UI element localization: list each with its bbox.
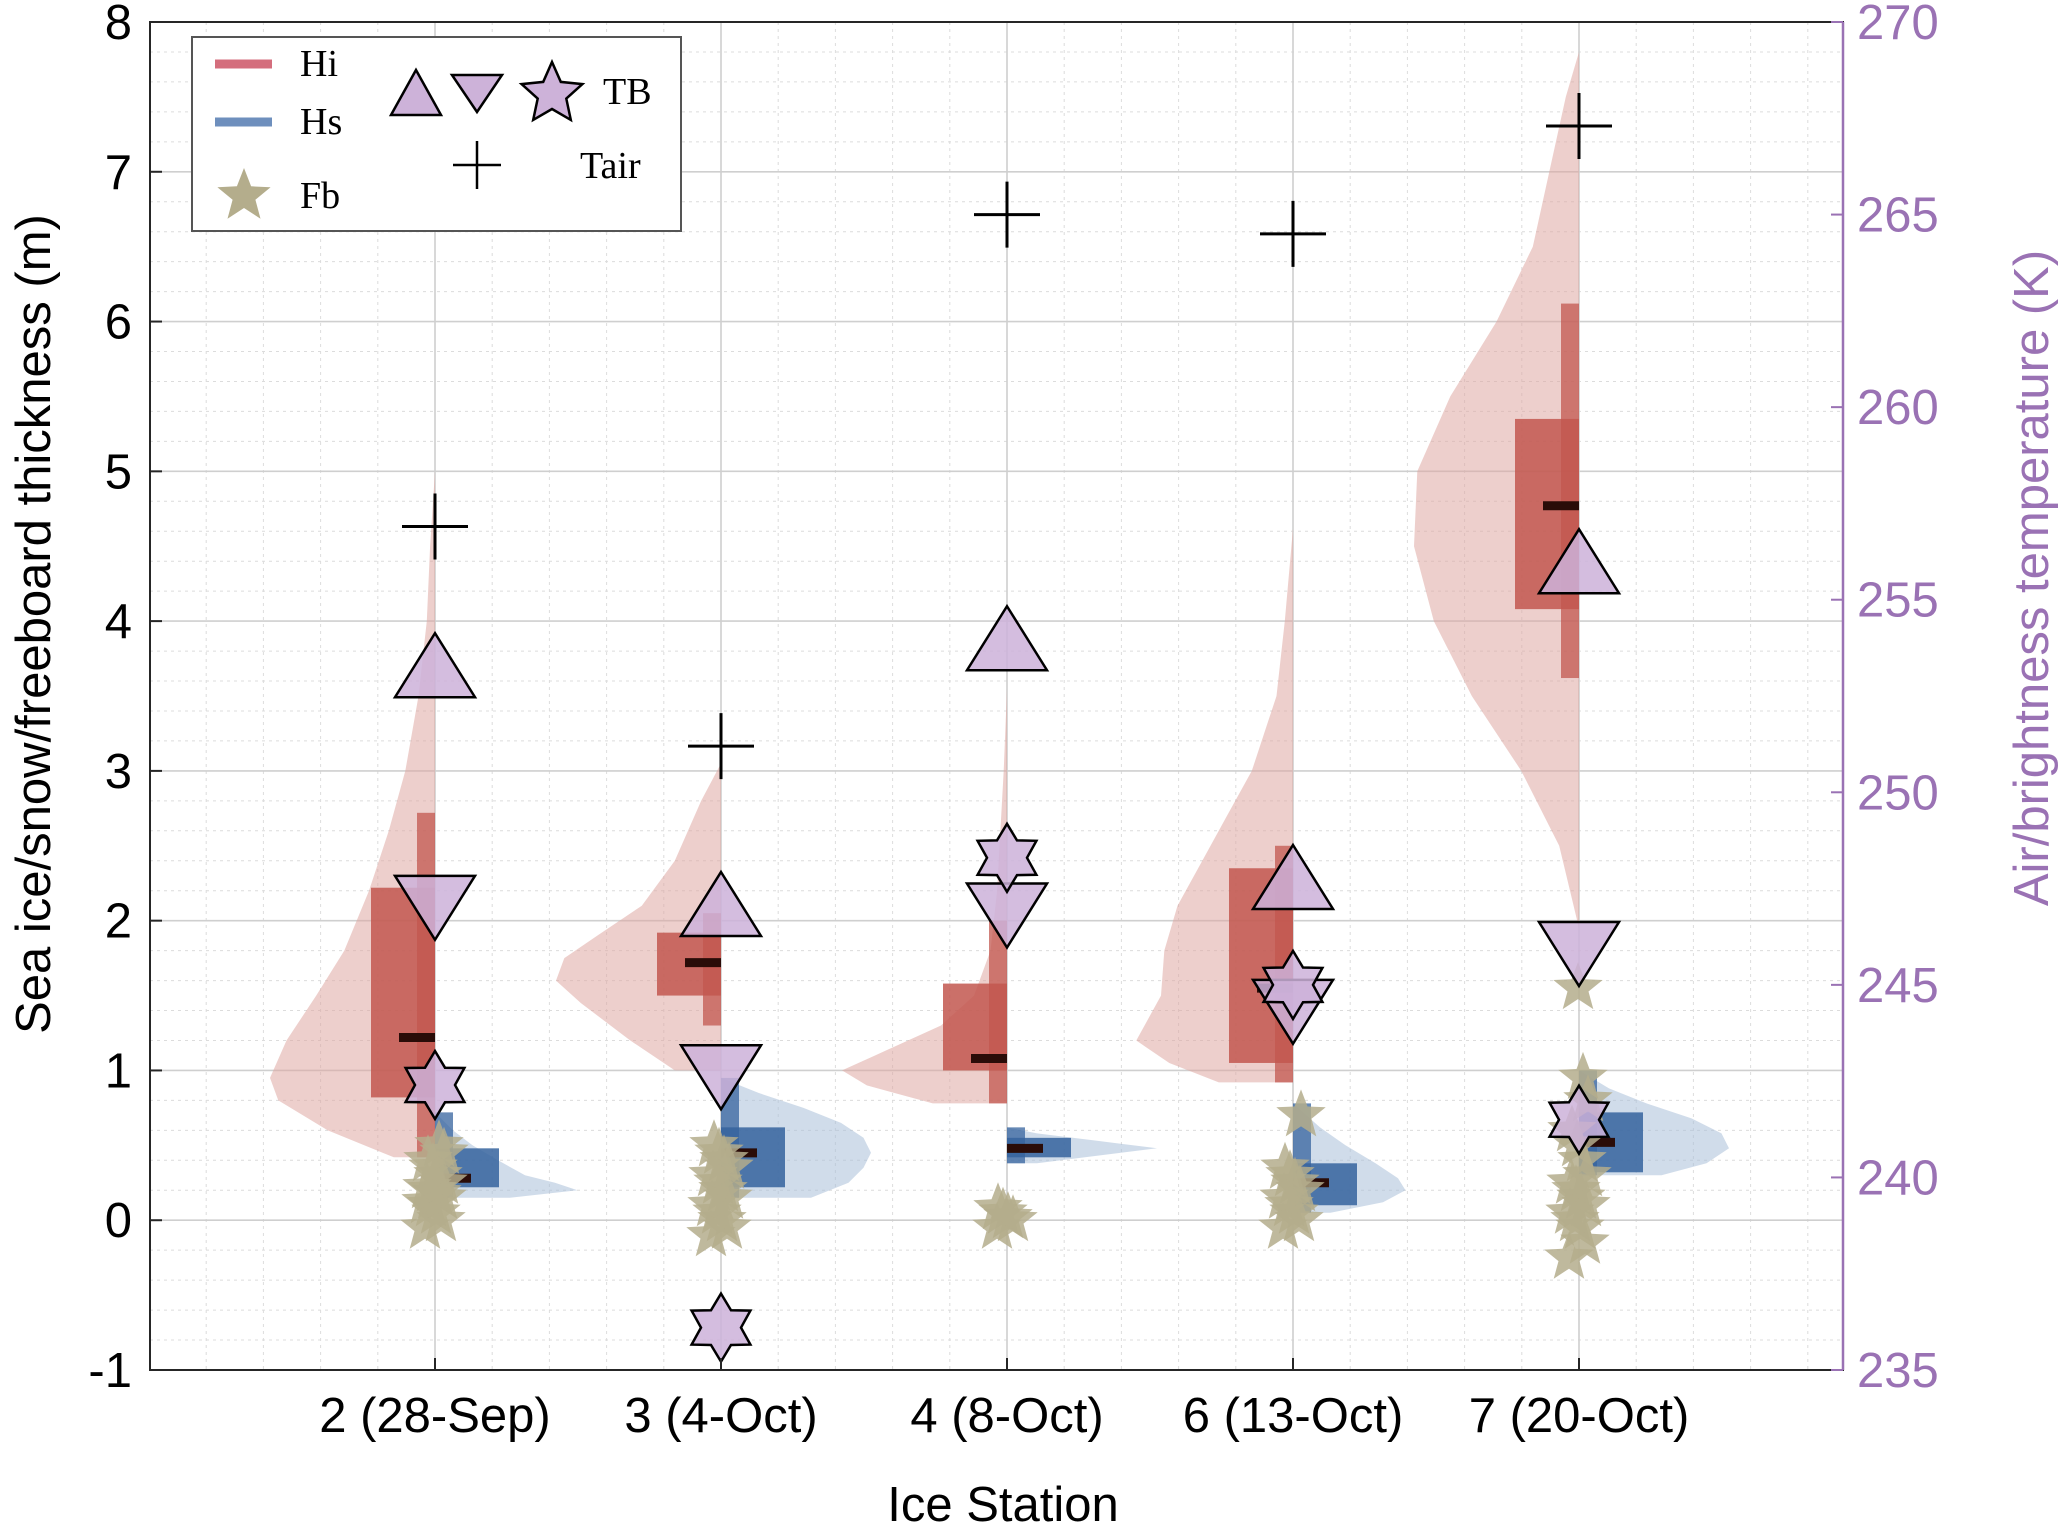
left-tick-label: 7	[105, 146, 132, 200]
right-tick-label: 240	[1857, 1151, 1939, 1205]
right-tick-label: 235	[1857, 1344, 1939, 1398]
x-tick-label: 6 (13-Oct)	[1183, 1389, 1404, 1443]
tb-down-triangle	[392, 874, 478, 943]
tb-star	[1261, 948, 1325, 1022]
legend-tair-label: Tair	[580, 145, 641, 187]
left-tick-label: 0	[105, 1194, 132, 1248]
left-tick-label: 4	[105, 595, 132, 649]
left-tick-label: 2	[105, 895, 132, 949]
y-axis-label-right: Air/brightness temperature (K)	[2005, 250, 2059, 906]
x-tick-label: 7 (20-Oct)	[1469, 1389, 1690, 1443]
fb-star	[689, 1119, 739, 1167]
fb-star	[1276, 1089, 1326, 1137]
tb-up-triangle-icon	[388, 67, 444, 117]
legend-tair-plus-icon	[453, 141, 501, 189]
tb-up-triangle	[1250, 842, 1336, 911]
x-tick-label: 4 (8-Oct)	[910, 1389, 1103, 1443]
fb-star	[1558, 1051, 1608, 1099]
left-tick-label: 8	[105, 0, 132, 50]
tb-down-triangle	[1536, 920, 1622, 989]
left-tick-label: 5	[105, 445, 132, 499]
tb-star	[403, 1048, 467, 1122]
tb-up-triangle	[964, 603, 1050, 672]
legend-tb-label: TB	[603, 71, 652, 113]
right-tick-label: 265	[1857, 189, 1939, 243]
left-y-axis-ticks: -1 0 1 2 3 4 5 6 7 8	[88, 0, 162, 1398]
right-tick-label: 270	[1857, 0, 1939, 50]
tb-down-triangle-icon	[449, 73, 505, 115]
fb-star	[1544, 1231, 1594, 1279]
y-axis-label-left: Sea ice/snow/freeboard thickness (m)	[7, 214, 61, 1034]
x-tick-label: 3 (4-Oct)	[624, 1389, 817, 1443]
hi-violin	[1414, 51, 1579, 929]
right-tick-label: 255	[1857, 574, 1939, 628]
left-tick-label: 6	[105, 296, 132, 350]
legend-fb-label: Fb	[300, 175, 340, 217]
legend-hi-label: Hi	[300, 43, 338, 85]
tb-up-triangle	[1536, 526, 1622, 595]
tb-star	[975, 821, 1039, 895]
tb-star-icon	[518, 58, 586, 123]
legend: Hi Hs Fb TB Tair	[191, 36, 682, 232]
fb-star-icon	[217, 168, 271, 219]
right-tick-label: 245	[1857, 959, 1939, 1013]
right-y-axis-ticks: 235 240 245 250 255 260 265 270	[1831, 0, 1939, 1398]
right-tick-label: 250	[1857, 766, 1939, 820]
markers	[392, 92, 1622, 1365]
x-axis-label: Ice Station	[887, 1478, 1119, 1528]
fb-star	[1260, 1141, 1310, 1189]
left-tick-label: -1	[88, 1344, 132, 1398]
tb-up-triangle	[678, 869, 764, 938]
right-tick-label: 260	[1857, 381, 1939, 435]
legend-hs-label: Hs	[300, 101, 342, 143]
tb-star	[1547, 1083, 1611, 1157]
legend-box	[191, 36, 682, 232]
left-tick-label: 1	[105, 1044, 132, 1098]
legend-tb-icons	[388, 58, 586, 123]
fb-star	[414, 1119, 464, 1167]
tb-down-triangle	[678, 1044, 764, 1112]
fb-star	[1563, 1074, 1613, 1122]
tb-up-triangle	[392, 630, 478, 699]
fb-star	[973, 1182, 1023, 1230]
x-axis-ticks: 2 (28-Sep) 3 (4-Oct) 4 (8-Oct) 6 (13-Oct) 7 …	[319, 1358, 1689, 1443]
x-tick-label: 2 (28-Sep)	[319, 1389, 551, 1443]
fb-star	[1546, 1156, 1596, 1204]
left-tick-label: 3	[105, 745, 132, 799]
legend-fb-star-icon	[217, 168, 271, 219]
